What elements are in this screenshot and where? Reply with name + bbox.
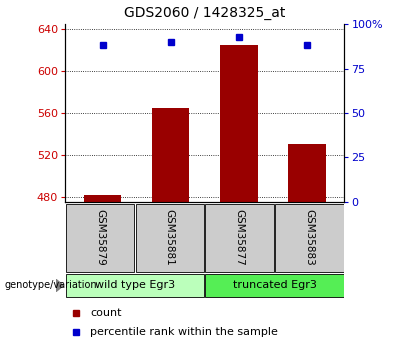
Text: percentile rank within the sample: percentile rank within the sample	[90, 327, 278, 337]
Bar	[275, 204, 344, 272]
Bar	[66, 204, 134, 272]
Text: GSM35883: GSM35883	[304, 209, 315, 266]
Text: GSM35877: GSM35877	[235, 209, 245, 266]
Bar	[205, 204, 274, 272]
Bar	[288, 144, 326, 202]
Bar	[136, 204, 204, 272]
Text: genotype/variation: genotype/variation	[4, 280, 97, 290]
Bar	[220, 45, 257, 202]
Bar	[152, 108, 189, 202]
Title: GDS2060 / 1428325_at: GDS2060 / 1428325_at	[124, 6, 286, 20]
Text: GSM35879: GSM35879	[95, 209, 105, 266]
Polygon shape	[56, 279, 63, 292]
Text: GSM35881: GSM35881	[165, 209, 175, 266]
Bar	[205, 274, 344, 297]
Bar	[66, 274, 204, 297]
Text: truncated Egr3: truncated Egr3	[233, 280, 317, 290]
Text: wild type Egr3: wild type Egr3	[95, 280, 175, 290]
Bar	[84, 195, 121, 202]
Text: count: count	[90, 308, 122, 318]
